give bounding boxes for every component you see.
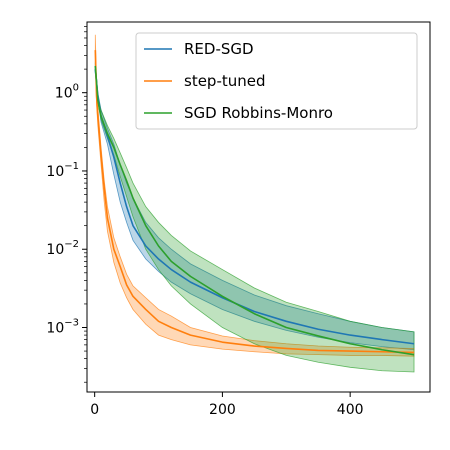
legend-label-0: RED-SGD (184, 40, 254, 58)
series-line-1 (94, 50, 415, 354)
plot-frame (86, 21, 431, 393)
band-2 (94, 61, 415, 373)
series-line-2 (94, 65, 415, 356)
y-tick-label-3: 10−3 (46, 318, 79, 337)
legend: RED-SGD step-tuned SGD Robbins-Monro (135, 32, 418, 130)
y-tick-label-2: 10−2 (46, 239, 79, 258)
y-tick-label-1: 10−1 (46, 161, 79, 180)
series-line-0 (94, 69, 415, 345)
legend-label-1: step-tuned (184, 72, 266, 90)
legend-label-2: SGD Robbins-Monro (184, 104, 333, 122)
confidence-bands (94, 34, 415, 373)
legend-box (135, 32, 418, 130)
x-tick-label-1: 200 (209, 402, 236, 418)
axes: 0 200 400 100 10−1 10−2 10−3 (46, 21, 431, 418)
series-lines (94, 50, 415, 356)
x-tick-label-2: 400 (337, 402, 364, 418)
y-tick-label-0: 100 (55, 83, 79, 102)
x-tick-label-0: 0 (90, 402, 99, 418)
